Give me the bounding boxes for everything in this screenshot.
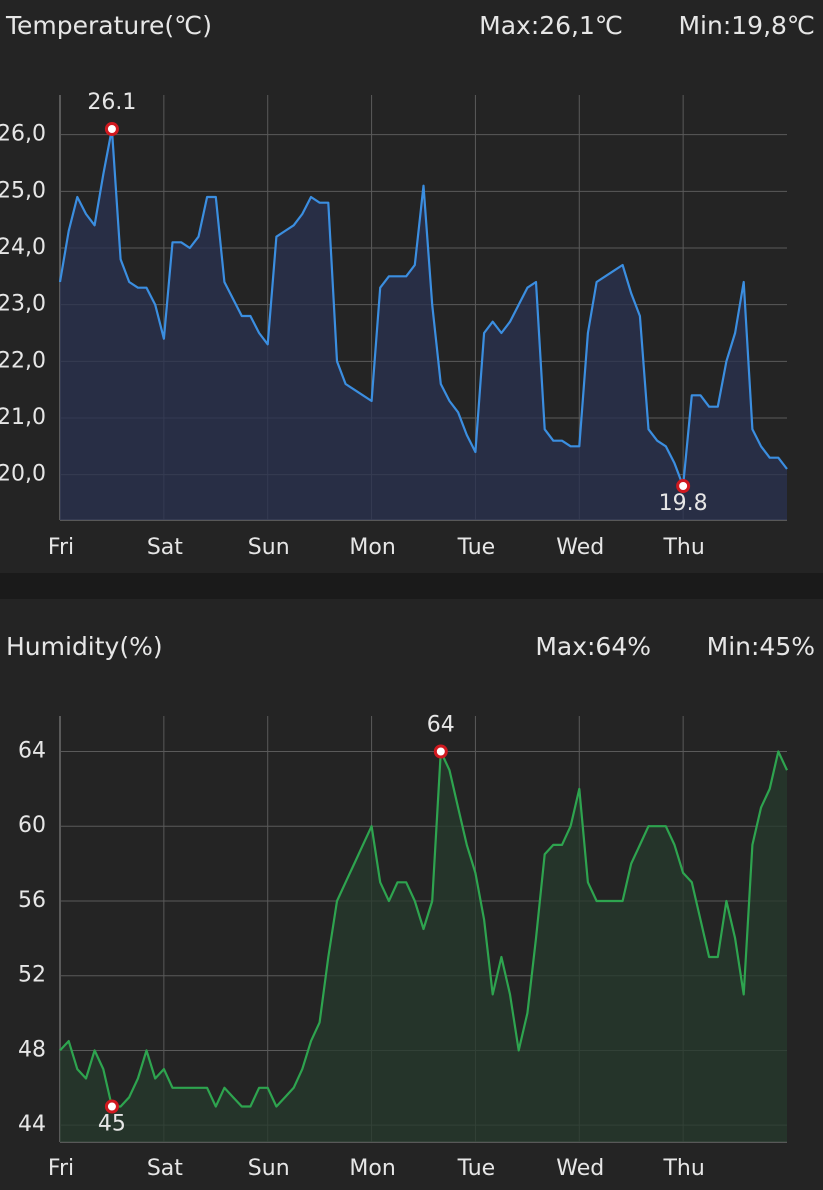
x-tick-label: Fri [48, 1156, 74, 1181]
y-tick-label: 21,0 [0, 405, 46, 430]
x-tick-label: Wed [556, 1156, 604, 1181]
line [59, 750, 788, 1108]
marker [433, 744, 448, 759]
y-tick-label: 48 [18, 1037, 46, 1062]
y-tick-label: 26,0 [0, 122, 46, 147]
area [60, 751, 787, 1142]
x-tick-label: Sun [248, 535, 290, 560]
x-tick-label: Mon [349, 1156, 395, 1181]
x-tick-label: Sat [147, 535, 183, 560]
marker-label: 19.8 [659, 491, 708, 516]
min-label: Min:19,8℃ [678, 11, 815, 40]
y-tick-label: 25,0 [0, 178, 46, 203]
y-tick-label: 24,0 [0, 235, 46, 260]
marker [676, 479, 691, 493]
x-tick-label: Tue [457, 1156, 496, 1181]
x-tick-label: Sat [147, 1156, 183, 1181]
y-tick-label: 52 [18, 963, 46, 988]
min-label: Min:45% [707, 632, 815, 661]
y-tick-label: 56 [18, 888, 46, 913]
y-tick-label: 20,0 [0, 462, 46, 487]
y-tick-label: 44 [18, 1112, 46, 1137]
marker-label: 26.1 [87, 90, 136, 115]
chart-title: Temperature(℃) [5, 11, 212, 40]
x-tick-label: Thu [662, 535, 704, 560]
max-label: Max:26,1℃ [479, 11, 623, 40]
x-tick-label: Mon [349, 535, 395, 560]
marker [104, 1099, 119, 1114]
max-label: Max:64% [535, 632, 651, 661]
x-tick-label: Fri [48, 535, 74, 560]
line [58, 127, 788, 488]
x-tick-label: Tue [457, 535, 496, 560]
separator [0, 573, 823, 599]
marker-label: 45 [98, 1112, 126, 1137]
y-tick-label: 64 [18, 739, 46, 764]
x-tick-label: Wed [556, 535, 604, 560]
y-tick-label: 60 [18, 813, 46, 838]
marker [104, 122, 119, 136]
y-tick-label: 22,0 [0, 348, 46, 373]
x-tick-label: Sun [248, 1156, 290, 1181]
y-tick-label: 23,0 [0, 292, 46, 317]
marker-label: 64 [427, 713, 455, 738]
x-tick-label: Thu [662, 1156, 704, 1181]
area [60, 129, 787, 520]
chart-title: Humidity(%) [6, 632, 163, 661]
